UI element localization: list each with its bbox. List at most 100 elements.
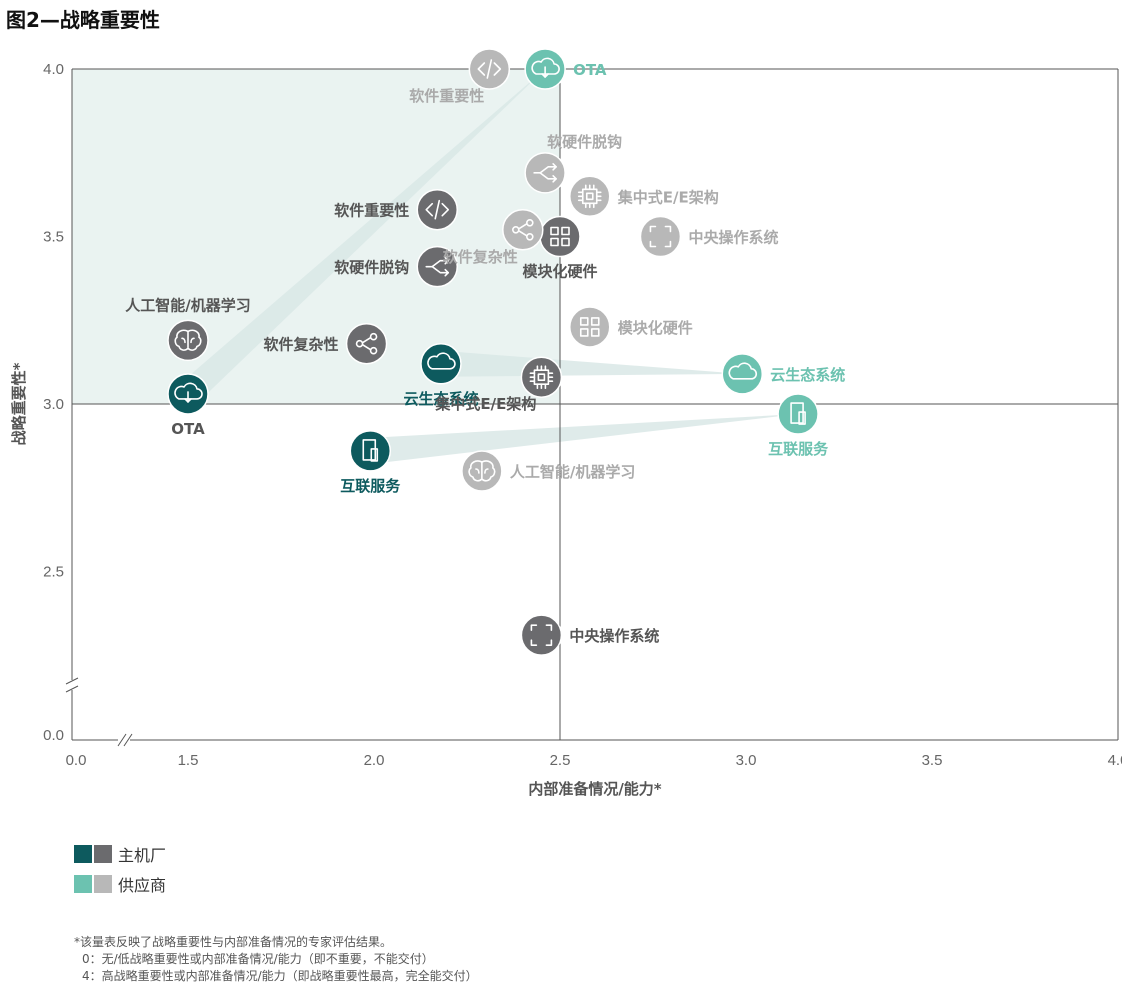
point-label: 软件复杂性: [264, 336, 339, 354]
icon-stroke: [444, 256, 450, 265]
icon-stroke: [468, 460, 496, 482]
oem-point-3: [416, 188, 458, 231]
icon-stroke: [174, 382, 203, 400]
figure-title: 图2—战略重要性: [6, 8, 160, 32]
icon-stroke: [545, 639, 553, 646]
icon-stroke: [425, 202, 434, 217]
code-icon: [425, 199, 450, 220]
icon-stroke: [477, 62, 486, 76]
icon-stroke: [590, 317, 600, 326]
chip-icon: [577, 184, 602, 209]
footnotes: *该量表反映了战略重要性与内部准备情况的专家评估结果。 0：无/低战略重要性或内…: [74, 934, 478, 985]
icon-stroke: [664, 240, 672, 248]
tablet-icon: [362, 439, 379, 462]
supplier-point-7: [502, 209, 544, 251]
point-label: 模块化硬件: [618, 319, 693, 337]
data-point: [524, 152, 566, 194]
x-axis-title: 内部准备情况/能力*: [528, 780, 661, 798]
legend-swatch-supplier-primary: [74, 875, 92, 893]
icon-stroke: [174, 329, 202, 351]
icon-stroke: [369, 346, 378, 355]
data-point: [569, 175, 611, 218]
supplier-point-1: [721, 353, 764, 395]
point-label: 人工智能/机器学习: [510, 463, 635, 481]
footnote-scale: *该量表反映了战略重要性与内部准备情况的专家评估结果。: [74, 935, 393, 949]
data-point: [777, 393, 819, 435]
icon-stroke: [493, 62, 502, 76]
decouple-icon: [425, 256, 450, 277]
icon-stroke: [550, 237, 559, 247]
data-point: [345, 322, 388, 365]
y-axis-title: 战略重要性*: [10, 362, 28, 445]
legend-label-oem: 主机厂: [118, 846, 167, 865]
frame-icon: [649, 225, 672, 248]
point-label: 互联服务: [340, 477, 401, 495]
point-label: 软件复杂性: [443, 248, 518, 266]
brain-icon: [468, 460, 496, 482]
icon-stroke: [475, 468, 480, 474]
icon-stroke: [531, 57, 560, 75]
supplier-point-8: [569, 306, 611, 348]
footnote-zero: 0：无/低战略重要性或内部准备情况/能力（即不重要，不能交付）: [82, 952, 434, 966]
icon-stroke: [441, 202, 450, 217]
icon-stroke: [369, 332, 378, 341]
point-label: 软硬件脱钩: [334, 259, 409, 277]
point-label: 软件重要性: [409, 87, 484, 105]
supplier-point-0: [524, 48, 566, 90]
icon-stroke: [190, 337, 195, 344]
oem-point-6: [345, 322, 388, 365]
x-tick-label: 4.0: [1108, 752, 1122, 769]
data-point: [520, 614, 563, 656]
grid-icon: [579, 317, 600, 337]
oem-point-9: [520, 614, 563, 656]
legend-item-oem: 主机厂: [74, 842, 166, 866]
oem-point-2: [420, 343, 462, 385]
icon-stroke: [790, 402, 804, 424]
brain-icon: [174, 329, 202, 351]
oem-point-7: [539, 215, 581, 258]
data-point: [639, 215, 682, 258]
data-point: [420, 343, 462, 385]
icon-stroke: [434, 199, 441, 220]
icon-stroke: [533, 369, 550, 385]
y-tick-label: 0.0: [43, 727, 64, 744]
tablet-icon: [790, 402, 806, 425]
icon-stroke: [370, 448, 379, 462]
point-label: 集中式E/E架构: [617, 188, 719, 206]
frame-icon: [530, 624, 553, 646]
oem-point-1: [349, 430, 392, 472]
x-break-mark: [123, 733, 133, 747]
x-tick-label: 1.5: [178, 752, 199, 769]
cloud-icon: [427, 352, 456, 370]
point-label: OTA: [171, 420, 205, 438]
icon-stroke: [361, 336, 372, 344]
supplier-point-4: [524, 152, 566, 194]
icon-stroke: [362, 439, 377, 461]
data-point: [349, 430, 392, 472]
icon-stroke: [525, 219, 534, 227]
supplier-point-2: [777, 393, 819, 435]
icon-stroke: [590, 328, 600, 337]
point-label: 中央操作系统: [569, 627, 659, 645]
chip-icon: [529, 365, 554, 389]
link-band: [440, 350, 743, 377]
data-point: [569, 306, 611, 348]
supplier-point-5: [569, 175, 611, 218]
grid-icon: [550, 226, 570, 247]
data-point: [721, 353, 764, 395]
icon-stroke: [552, 163, 557, 171]
legend-swatch-supplier-secondary: [94, 875, 112, 893]
code-icon: [477, 59, 502, 79]
x-tick-label: 0.0: [66, 752, 87, 769]
x-tick-label: 3.0: [736, 752, 757, 769]
icon-stroke: [530, 639, 538, 646]
icon-stroke: [539, 172, 557, 180]
y-tick-label: 4.0: [43, 61, 64, 78]
legend-item-supplier: 供应商: [74, 872, 166, 896]
legend-label-supplier: 供应商: [118, 876, 167, 895]
x-tick-label: 2.5: [550, 752, 571, 769]
supplier-point-6: [639, 215, 682, 258]
supplier-point-3: [468, 48, 511, 90]
y-break-mark: [65, 677, 79, 685]
icon-stroke: [530, 624, 538, 631]
